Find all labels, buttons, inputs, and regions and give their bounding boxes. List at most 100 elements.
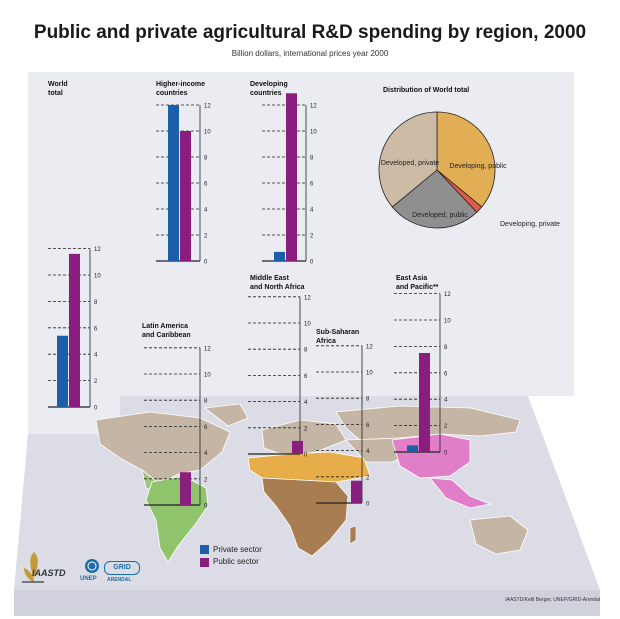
tick-label-4-1: 2 xyxy=(304,426,308,432)
tick-label-5-1: 2 xyxy=(366,475,370,481)
tick-label-3-0: 0 xyxy=(204,504,208,510)
tick-label-1-1: 2 xyxy=(204,234,208,240)
page-title: Public and private agricultural R&D spen… xyxy=(33,22,587,43)
legend-public: Public sector xyxy=(200,557,262,567)
tick-label-2-0: 0 xyxy=(310,260,314,266)
legend-private: Private sector xyxy=(200,545,262,555)
bar-public-4 xyxy=(292,440,303,454)
bar-private-6 xyxy=(407,445,418,452)
iaastd-logo-text: IAASTD xyxy=(32,568,66,578)
label-latin-america: Latin America and Caribbean xyxy=(142,323,191,339)
tick-label-4-3: 6 xyxy=(304,374,308,380)
tick-label-0-4: 8 xyxy=(94,300,98,306)
slab-front xyxy=(14,590,600,616)
label-higher-income: Higher-income countries xyxy=(156,81,206,97)
east-asia-shape xyxy=(391,433,471,479)
page-subtitle: Billion dollars, international prices ye… xyxy=(231,49,389,58)
southeast-asia-shape xyxy=(429,477,492,509)
tick-label-2-6: 12 xyxy=(310,104,317,110)
tick-label-3-3: 6 xyxy=(204,425,208,431)
label-world-total: World total xyxy=(48,81,68,97)
tick-label-6-1: 2 xyxy=(444,424,448,430)
pie-label-0: Developing, public xyxy=(449,163,507,170)
tick-label-0-2: 4 xyxy=(94,353,98,359)
europe-shape xyxy=(261,419,347,457)
tick-label-1-0: 0 xyxy=(204,260,208,266)
tick-label-1-5: 10 xyxy=(204,130,211,136)
tick-label-6-5: 10 xyxy=(444,319,451,325)
greenland-shape xyxy=(203,403,249,427)
bar-chart-5: 0 2 4 6 8 10 12 xyxy=(316,344,373,508)
tick-label-5-5: 10 xyxy=(366,371,373,377)
credit-text: IAASTD/Ketil Berger, UNEP/GRID-Arendal xyxy=(505,597,600,603)
pie-slice-2 xyxy=(391,169,478,229)
tick-label-6-4: 8 xyxy=(444,345,448,351)
arendal-logo-text: ARENDAL xyxy=(107,577,132,583)
tick-label-3-5: 10 xyxy=(204,373,211,379)
tick-label-0-1: 2 xyxy=(94,379,98,385)
unep-logo-text: UNEP xyxy=(80,576,97,582)
tick-label-3-1: 2 xyxy=(204,477,208,483)
tick-label-2-2: 4 xyxy=(310,208,314,214)
pie-label-3: Developed, private xyxy=(381,160,439,167)
madagascar-shape xyxy=(349,525,357,545)
tick-label-2-5: 10 xyxy=(310,130,317,136)
tick-label-4-4: 8 xyxy=(304,348,308,354)
tick-label-5-2: 4 xyxy=(366,449,370,455)
bar-private-0 xyxy=(57,335,68,407)
legend: Private sector Public sector xyxy=(200,545,262,570)
tick-label-0-0: 0 xyxy=(94,406,98,412)
bar-public-2 xyxy=(286,93,297,261)
label-mena: Middle East and North Africa xyxy=(250,275,305,291)
tick-label-0-6: 12 xyxy=(94,247,101,253)
tick-label-1-2: 4 xyxy=(204,208,208,214)
legend-private-swatch xyxy=(200,545,209,555)
bar-chart-3: 0 2 4 6 8 10 12 xyxy=(144,346,211,510)
mena-shape xyxy=(247,451,371,483)
australia-shape xyxy=(469,515,529,555)
bar-chart-0: 0 2 4 6 8 10 12 xyxy=(48,247,101,412)
tick-label-5-4: 8 xyxy=(366,397,370,403)
tick-label-6-3: 6 xyxy=(444,371,448,377)
tick-label-2-4: 8 xyxy=(310,156,314,162)
pie-label-2: Developed, public xyxy=(412,212,468,219)
tick-label-1-4: 8 xyxy=(204,156,208,162)
unep-logo-icon xyxy=(85,559,99,573)
legend-public-swatch xyxy=(200,557,209,567)
tick-label-4-0: 0 xyxy=(304,453,308,459)
tick-label-5-0: 0 xyxy=(366,502,370,508)
bar-chart-6: 0 2 4 6 8 10 12 xyxy=(394,292,451,457)
bar-public-1 xyxy=(180,131,191,261)
tick-label-1-3: 6 xyxy=(204,182,208,188)
bar-chart-1: 0 2 4 6 8 10 12 xyxy=(156,104,211,266)
bar-private-1 xyxy=(168,105,179,261)
tick-label-4-6: 12 xyxy=(304,295,311,301)
pie-label-1: Developing, private xyxy=(500,221,560,228)
tick-label-5-6: 12 xyxy=(366,344,373,350)
label-sub-saharan: Sub-Saharan Africa xyxy=(316,329,360,345)
tick-label-6-0: 0 xyxy=(444,451,448,457)
middle-panel xyxy=(120,268,574,396)
bar-private-2 xyxy=(274,251,285,261)
tick-label-2-1: 2 xyxy=(310,234,314,240)
grid-logo: GRID xyxy=(104,561,140,575)
bar-public-6 xyxy=(419,353,430,452)
bar-chart-2: 0 2 4 6 8 10 12 xyxy=(262,93,317,266)
pie-slice-3 xyxy=(378,111,438,208)
tick-label-4-2: 4 xyxy=(304,400,308,406)
south-america-shape xyxy=(145,475,209,563)
iaastd-logo-icon xyxy=(22,552,44,583)
tick-label-4-5: 10 xyxy=(304,322,311,328)
tick-label-2-3: 6 xyxy=(310,182,314,188)
north-america-shape xyxy=(95,411,231,485)
tick-label-3-4: 8 xyxy=(204,399,208,405)
bar-public-3 xyxy=(180,472,191,505)
tick-label-6-2: 4 xyxy=(444,398,448,404)
label-east-asia: East Asia and Pacific** xyxy=(396,275,439,291)
africa-shape xyxy=(261,477,349,557)
bar-chart-4: 0 2 4 6 8 10 12 xyxy=(248,295,311,459)
